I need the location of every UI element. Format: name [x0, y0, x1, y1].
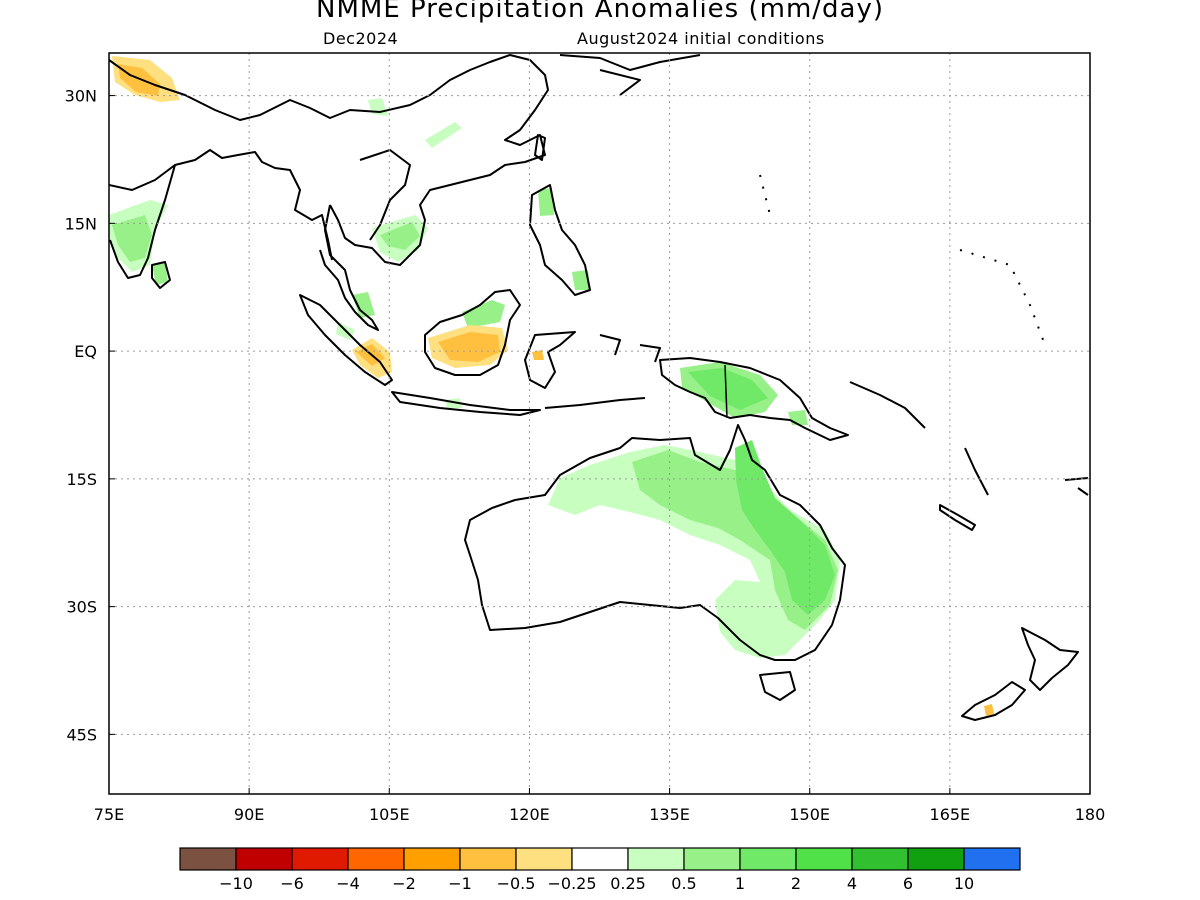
x-tick-label: 135E — [649, 805, 690, 824]
anomaly-region-newguinea-east-wet — [788, 410, 808, 425]
colorbar-label: −10 — [219, 874, 253, 893]
y-tick-label: EQ — [74, 342, 97, 361]
colorbar-swatch — [235, 847, 293, 871]
coastline-sumatra — [299, 294, 393, 386]
colorbar-label: 0.25 — [610, 874, 646, 893]
colorbar-swatch — [179, 847, 237, 871]
coastline-tasmania — [759, 671, 796, 701]
x-tick-label: 90E — [234, 805, 264, 824]
coastline-nz-north — [1021, 627, 1079, 691]
initial-conditions-label: August2024 initial conditions — [577, 29, 825, 48]
map-gridlines — [109, 53, 1090, 794]
coastline-indochina-border — [359, 149, 411, 241]
y-tick-label: 45S — [66, 725, 97, 744]
colorbar-swatch — [851, 847, 909, 871]
colorbar-label: 1 — [735, 874, 745, 893]
x-tick-label: 180 — [1075, 805, 1106, 824]
colorbar-label: −1 — [448, 874, 472, 893]
y-tick-label: 15S — [66, 470, 97, 489]
coastline-asia-north — [109, 54, 549, 266]
colorbar-swatch — [627, 847, 685, 871]
coastline-new-guinea — [659, 357, 849, 441]
anomaly-region-newzealand-dry — [984, 704, 994, 716]
longitude-axis: 75E 90E 105E 120E 135E 150E 165E 180 — [94, 788, 1106, 824]
x-tick-label: 105E — [369, 805, 410, 824]
colorbar-label: 6 — [903, 874, 913, 893]
colorbar-label: −2 — [392, 874, 416, 893]
colorbar-label: −4 — [336, 874, 360, 893]
anomaly-region-tibet-wet — [368, 98, 388, 116]
colorbar-label: 2 — [791, 874, 801, 893]
anomaly-region-mindanao-wet — [572, 270, 590, 290]
anomaly-region-himalaya-dry-core — [118, 64, 160, 96]
colorbar-swatch — [571, 847, 629, 871]
anomaly-region-malaya-wet — [352, 292, 375, 318]
y-tick-label: 30N — [65, 87, 97, 106]
coastline-india — [109, 149, 333, 279]
anomaly-region-queensland-wet — [632, 450, 838, 630]
y-tick-label: 30S — [66, 598, 97, 617]
colorbar-swatch — [515, 847, 573, 871]
target-month-label: Dec2024 — [323, 29, 399, 48]
coastlines — [109, 54, 1089, 721]
coastline-java — [391, 391, 541, 416]
colorbar-swatch — [347, 847, 405, 871]
coastline-solomons — [849, 381, 926, 429]
anomaly-region-luzon-wet — [538, 188, 554, 216]
colorbar-swatch — [683, 847, 741, 871]
colorbar-label: −6 — [280, 874, 304, 893]
colorbar-swatch — [963, 847, 1021, 871]
colorbar-label: 4 — [847, 874, 857, 893]
coastline-srilanka — [151, 261, 171, 289]
x-tick-label: 120E — [509, 805, 550, 824]
anomaly-region-indochina-wet-core — [380, 222, 420, 250]
anomaly-region-india-wet-core — [112, 215, 152, 262]
coastline-halmahera-moluccas — [599, 334, 661, 363]
coastline-new-caledonia — [939, 504, 976, 531]
coastline-philippines — [529, 184, 591, 296]
coastline-australia — [464, 424, 846, 661]
coastline-lesser-sunda — [544, 397, 646, 409]
colorbar-swatch — [739, 847, 797, 871]
colorbar-label: 10 — [954, 874, 974, 893]
x-tick-label: 165E — [930, 805, 971, 824]
colorbar-swatch — [291, 847, 349, 871]
coastline-nz-south — [961, 681, 1026, 721]
anomaly-region-sulawesi-dry — [532, 350, 544, 360]
colorbar-label: 0.5 — [671, 874, 696, 893]
colorbar-label: −0.5 — [497, 874, 536, 893]
colorbar-swatch — [795, 847, 853, 871]
coastline-micronesia-dots — [759, 174, 1046, 346]
coastline-sulawesi — [524, 331, 576, 389]
anomaly-region-queensland-wet-core — [735, 440, 835, 615]
anomaly-region-srilanka-wet — [152, 262, 168, 285]
x-tick-label: 75E — [94, 805, 124, 824]
colorbar-label: −0.25 — [547, 874, 596, 893]
colorbar-swatch — [459, 847, 517, 871]
anomaly-region-borneo-dry-core — [438, 332, 500, 362]
coastline-borneo — [424, 289, 521, 376]
coastline-vanuatu-fiji — [964, 447, 1089, 496]
anomaly-region-borneo-wet — [462, 300, 505, 328]
coastline-thailand-malaya — [319, 204, 379, 331]
coastline-korea-japan — [559, 54, 701, 96]
colorbar: −10 −6 −4 −2 −1 −0.5 −0.25 0.25 0.5 1 2 4 6 10 — [179, 847, 1021, 893]
png-border — [724, 364, 728, 419]
map-title: NMME Precipitation Anomalies (mm/day) — [316, 0, 884, 24]
latitude-axis: 30N 15N EQ 15S 30S 45S — [65, 87, 115, 744]
x-tick-label: 150E — [789, 805, 830, 824]
colorbar-swatch — [907, 847, 965, 871]
map-frame — [108, 52, 1091, 795]
colorbar-swatch — [403, 847, 461, 871]
coastline-taiwan — [534, 134, 546, 161]
y-tick-label: 15N — [65, 214, 97, 233]
anomaly-region-china-wet — [425, 122, 462, 148]
anomaly-region-newguinea-wet-core — [688, 368, 768, 410]
